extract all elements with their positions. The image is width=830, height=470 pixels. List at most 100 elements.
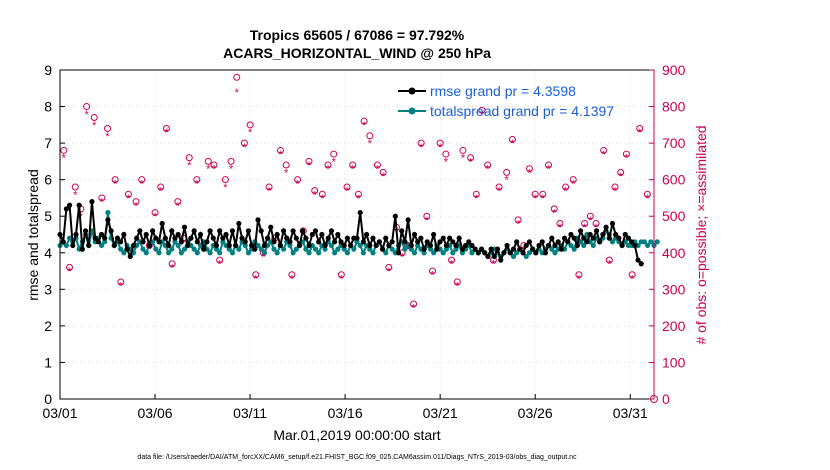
spread-point [328,242,335,249]
obs-assimilated-point: * [290,273,295,285]
obs-assimilated-point: * [552,208,557,220]
obs-possible-point [373,161,381,169]
spread-point [287,242,293,249]
rmse-point [319,231,325,238]
rmse-point [280,228,287,234]
rmse-point [293,235,299,241]
spread-point [332,250,338,256]
rmse-point [462,242,469,249]
obs-zero-marker [650,395,658,403]
spread-point [344,250,351,256]
rmse-point [178,239,184,245]
spread-point [258,246,264,252]
rmse-point [204,239,210,245]
spread-point [370,250,376,256]
x-tick-label: 03/06 [138,405,173,421]
obs-possible-point [636,124,644,132]
obs-possible-point [354,190,362,198]
rmse-point [421,246,427,252]
rmse-point [306,242,312,249]
x-tick-label: 03/01 [42,405,77,421]
spread-point [312,246,319,252]
rmse-point [137,228,143,234]
obs-possible-point [600,146,608,154]
rmse-point [111,242,117,249]
rmse-point [264,235,271,241]
rmse-point [549,235,555,241]
spread-point [367,246,373,252]
obs-possible-point [104,124,112,132]
obs-assimilated-point: * [387,266,392,278]
spread-point [165,250,172,256]
rmse-point [523,242,529,249]
spread-point [181,246,188,252]
obs-assimilated-point: * [510,138,515,150]
rmse-point [609,220,616,227]
rmse-point [619,242,625,249]
obs-assimilated-point: * [425,215,430,227]
obs-possible-point [111,176,119,184]
rmse-point [309,231,315,238]
obs-possible-point [508,135,516,143]
spread-point [645,242,651,249]
obs-possible-point [252,271,260,279]
obs-assimilated-point: * [176,200,181,212]
obs-assimilated-point: * [563,186,568,198]
obs-possible-point [168,260,176,268]
obs-assimilated-point: * [147,244,152,256]
rmse-point [613,231,619,238]
spread-point [514,250,520,256]
obs-assimilated-point: * [449,259,454,271]
obs-assimilated-point: * [248,127,253,139]
rmse-point [561,235,568,241]
rmse-point [89,199,95,205]
rmse-point [252,246,258,252]
spread-point [421,250,427,256]
obs-possible-point [611,183,619,191]
spread-point [178,250,184,256]
rmse-point [475,250,481,256]
obs-possible-point [343,183,351,191]
obs-assimilated-point: * [79,211,84,223]
obs-assimilated-point: * [368,138,373,150]
obs-possible-point [90,114,98,122]
rmse-point [510,246,517,252]
obs-assimilated-point: * [170,262,175,274]
spread-point [169,246,175,252]
obs-possible-point [459,146,467,154]
spread-point [415,242,421,249]
rmse-point [622,231,628,238]
y2-tick-label: 900 [662,62,686,78]
obs-assimilated-point: * [67,266,72,278]
spread-point [316,250,322,256]
spread-point [402,246,408,252]
rmse-point [63,206,69,212]
obs-assimilated-point: * [235,87,240,99]
obs-possible-point [360,117,368,125]
obs-possible-point [436,139,444,147]
obs-assimilated-point: * [486,164,491,176]
rmse-point [213,242,220,249]
rmse-point [121,231,127,238]
obs-assimilated-point: * [438,142,443,154]
rmse-point [210,235,216,241]
obs-possible-point [227,157,235,165]
obs-assimilated-point: * [105,131,110,143]
obs-assimilated-point: * [242,142,247,154]
spread-point [213,246,220,252]
spread-point [568,242,574,249]
rmse-point [150,228,156,234]
obs-assimilated-point: * [134,200,139,212]
obs-possible-point [294,176,302,184]
data-file-footer: data file: /Users/raeder/DAI/ATM_forcXX/… [137,454,577,461]
spread-point [351,246,357,252]
rmse-point [194,239,200,245]
spread-point [510,253,517,260]
y2-tick-label: 600 [662,172,686,188]
obs-possible-point [514,216,522,224]
rmse-point [229,228,236,234]
rmse-point [86,242,92,249]
obs-assimilated-point: * [339,273,344,285]
rmse-point [577,228,584,234]
obs-assimilated-point: * [577,273,582,285]
